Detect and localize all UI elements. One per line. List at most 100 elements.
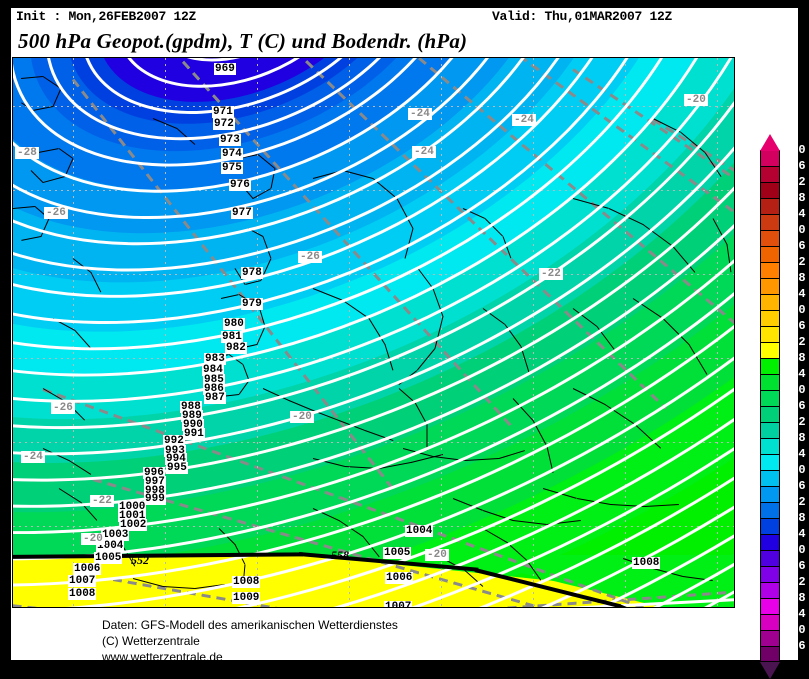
colorbar-top-arrow-icon <box>760 134 780 151</box>
colorbar-label: 560 <box>784 303 806 317</box>
pressure-contour-label: 1006 <box>385 572 414 584</box>
page-title: 500 hPa Geopot.(gpdm), T (C) und Bodendr… <box>18 29 468 53</box>
colorbar-cell: 476 <box>760 640 806 662</box>
colorbar-label: 504 <box>784 527 806 541</box>
colorbar-label: 528 <box>784 431 806 445</box>
colorbar-cell: 524 <box>760 448 806 470</box>
pressure-contour-label: 973 <box>219 134 241 146</box>
footer-copyright: (C) Wetterzentrale <box>102 634 200 648</box>
pressure-contour-label: 1004 <box>405 525 434 537</box>
temperature-contour-label: -20 <box>684 94 708 106</box>
footer-website[interactable]: www.wetterzentrale.de <box>102 650 223 664</box>
colorbar-cell: 560 <box>760 304 806 326</box>
pressure-contour-label: 1009 <box>232 592 261 604</box>
pressure-contour-label: 981 <box>221 331 243 343</box>
pressure-contour-label: 979 <box>241 298 263 310</box>
colorbar-cell: 544 <box>760 368 806 390</box>
colorbar-label: 592 <box>784 175 806 189</box>
colorbar-cell: 492 <box>760 576 806 598</box>
temperature-contour-label: -26 <box>44 207 68 219</box>
pressure-contour-label: 982 <box>225 342 247 354</box>
colorbar-cell: 480 <box>760 624 806 646</box>
colorbar-cell: 540 <box>760 384 806 406</box>
colorbar-label: 484 <box>784 607 806 621</box>
colorbar-cell: 580 <box>760 224 806 246</box>
colorbar-cell: 548 <box>760 352 806 374</box>
colorbar-label: 540 <box>784 383 806 397</box>
colorbar-cell: 504 <box>760 528 806 550</box>
colorbar-label: 492 <box>784 575 806 589</box>
valid-time-text: Valid: Thu,01MAR2007 12Z <box>492 9 673 24</box>
colorbar-label: 548 <box>784 351 806 365</box>
colorbar-cell: 584 <box>760 208 806 230</box>
colorbar-label: 520 <box>784 463 806 477</box>
temperature-contour-label: -20 <box>290 411 314 423</box>
pressure-contour-label: 995 <box>166 462 188 474</box>
height-contour-label: 558 <box>331 548 349 562</box>
pressure-contour-label: 980 <box>223 318 245 330</box>
colorbar-cell: 508 <box>760 512 806 534</box>
pressure-contour-label: 972 <box>213 118 235 130</box>
pressure-contour-label: 977 <box>231 207 253 219</box>
pressure-contour-label: 976 <box>229 179 251 191</box>
grid-line-vertical <box>533 58 534 607</box>
pressure-contour-label: 987 <box>204 392 226 404</box>
colorbar-cell: 596 <box>760 160 806 182</box>
colorbar-label: 552 <box>784 335 806 349</box>
colorbar-cell: 564 <box>760 288 806 310</box>
pressure-contour-label: 1008 <box>632 557 661 569</box>
grid-line-horizontal <box>13 442 734 443</box>
grid-line-horizontal <box>13 190 734 191</box>
pressure-contour-label: 1002 <box>119 519 148 531</box>
weather-map[interactable]: 969 971 972 973 974 975 976 977 978 979 980 981 982 9… <box>12 57 735 608</box>
colorbar-label: 580 <box>784 223 806 237</box>
colorbar-label: 524 <box>784 447 806 461</box>
colorbar: 600 596 592 588 584 580 576 572 568 564 560 556 552 5… <box>760 144 806 662</box>
colorbar-label: 496 <box>784 559 806 573</box>
pressure-contour-label: 1005 <box>94 552 123 564</box>
pressure-contour-label: 1007 <box>384 601 413 607</box>
pressure-contour-label: 969 <box>214 63 236 75</box>
grid-line-vertical <box>165 58 166 607</box>
colorbar-label: 564 <box>784 287 806 301</box>
colorbar-label: 568 <box>784 271 806 285</box>
colorbar-label: 572 <box>784 255 806 269</box>
colorbar-label: 576 <box>784 239 806 253</box>
temperature-contour-label: -28 <box>15 147 39 159</box>
colorbar-cell: 488 <box>760 592 806 614</box>
temperature-contour-label: -22 <box>539 268 563 280</box>
temperature-contour-label: -24 <box>412 146 436 158</box>
temperature-contour-label: -20 <box>81 533 105 545</box>
temperature-contour-label: -20 <box>425 549 449 561</box>
colorbar-cell: 512 <box>760 496 806 518</box>
colorbar-label: 588 <box>784 191 806 205</box>
grid-line-horizontal <box>13 274 734 275</box>
map-canvas <box>13 58 734 607</box>
colorbar-cell: 528 <box>760 432 806 454</box>
pressure-contour-label: 983 <box>204 353 226 365</box>
init-time-text: Init : Mon,26FEB2007 12Z <box>16 9 197 24</box>
grid-line-vertical <box>441 58 442 607</box>
pressure-contour-label: 992 <box>163 435 185 447</box>
pressure-contour-label: 971 <box>212 106 234 118</box>
colorbar-cell: 496 <box>760 560 806 582</box>
temperature-contour-label: -22 <box>90 495 114 507</box>
colorbar-label: 532 <box>784 415 806 429</box>
pressure-contour-label: 1008 <box>68 588 97 600</box>
colorbar-label: 476 <box>784 639 806 653</box>
colorbar-cell: 568 <box>760 272 806 294</box>
temperature-contour-label: -24 <box>21 451 45 463</box>
pressure-contour-label: 1003 <box>101 529 130 541</box>
colorbar-label: 500 <box>784 543 806 557</box>
temperature-contour-label: -26 <box>298 251 322 263</box>
colorbar-label: 556 <box>784 319 806 333</box>
colorbar-cell: 484 <box>760 608 806 630</box>
colorbar-label: 488 <box>784 591 806 605</box>
colorbar-cell: 500 <box>760 544 806 566</box>
pressure-contour-label: 1008 <box>232 576 261 588</box>
colorbar-label: 512 <box>784 495 806 509</box>
grid-line-vertical <box>349 58 350 607</box>
colorbar-cell: 520 <box>760 464 806 486</box>
pressure-contour-label: 974 <box>221 148 243 160</box>
